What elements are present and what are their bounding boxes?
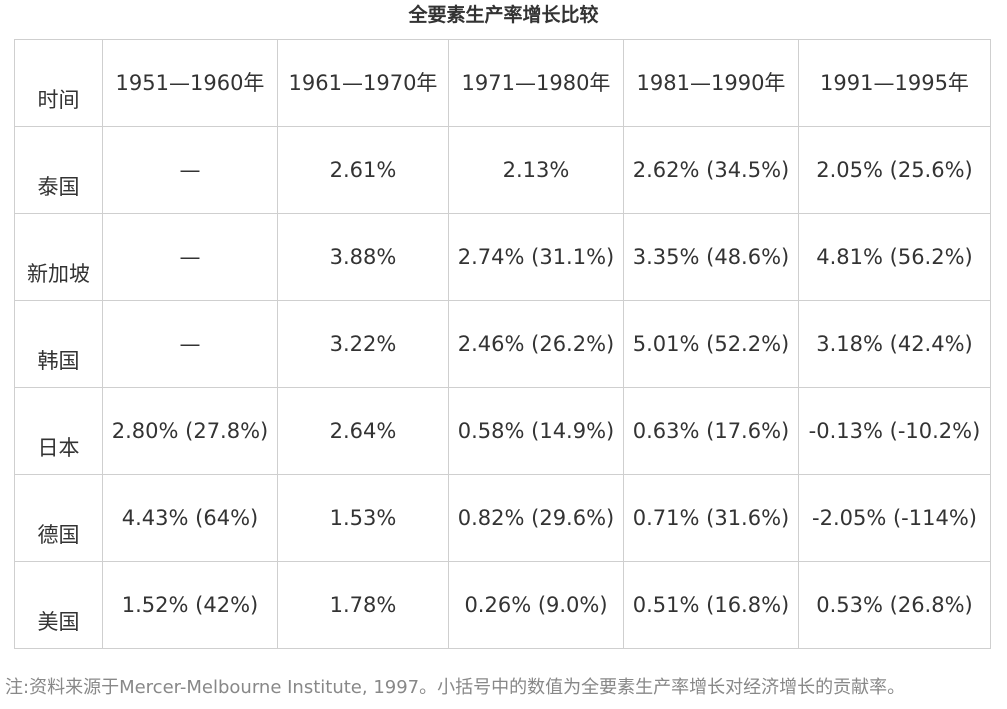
table-cell: 2.62% (34.5%)	[623, 126, 799, 214]
table-cell: 2.80% (27.8%)	[102, 387, 278, 475]
table-title: 全要素生产率增长比较	[408, 4, 599, 26]
tfp-comparison-table: 时间 1951—1960年 1961—1970年 1971—1980年 1981…	[14, 39, 991, 649]
table-cell: 1.52% (42%)	[102, 561, 278, 649]
row-label-header: 时间	[14, 39, 103, 127]
table-cell: 2.74% (31.1%)	[448, 213, 624, 301]
table-cell: 0.51% (16.8%)	[623, 561, 799, 649]
table-cell: 0.63% (17.6%)	[623, 387, 799, 475]
table-cell: 0.26% (9.0%)	[448, 561, 624, 649]
table-cell: —	[102, 213, 278, 301]
table-cell: 3.88%	[277, 213, 449, 301]
table-cell: 2.61%	[277, 126, 449, 214]
table-row: 日本 2.80% (27.8%) 2.64% 0.58% (14.9%) 0.6…	[14, 387, 991, 475]
table-cell: —	[102, 126, 278, 214]
column-header: 1961—1970年	[277, 39, 449, 127]
country-label: 美国	[14, 561, 103, 649]
column-header: 1971—1980年	[448, 39, 624, 127]
table-cell: —	[102, 300, 278, 388]
country-label: 泰国	[14, 126, 103, 214]
table-row: 新加坡 — 3.88% 2.74% (31.1%) 3.35% (48.6%) …	[14, 213, 991, 301]
column-header: 1991—1995年	[798, 39, 991, 127]
table-cell: -2.05% (-114%)	[798, 474, 991, 562]
table-cell: -0.13% (-10.2%)	[798, 387, 991, 475]
column-header: 1981—1990年	[623, 39, 799, 127]
table-row: 韩国 — 3.22% 2.46% (26.2%) 5.01% (52.2%) 3…	[14, 300, 991, 388]
table-cell: 4.43% (64%)	[102, 474, 278, 562]
country-label: 德国	[14, 474, 103, 562]
table-cell: 3.22%	[277, 300, 449, 388]
table-cell: 3.18% (42.4%)	[798, 300, 991, 388]
table-cell: 3.35% (48.6%)	[623, 213, 799, 301]
table-row: 泰国 — 2.61% 2.13% 2.62% (34.5%) 2.05% (25…	[14, 126, 991, 214]
header-row: 时间 1951—1960年 1961—1970年 1971—1980年 1981…	[14, 39, 991, 127]
country-label: 新加坡	[14, 213, 103, 301]
table-cell: 2.05% (25.6%)	[798, 126, 991, 214]
country-label: 日本	[14, 387, 103, 475]
table-cell: 0.53% (26.8%)	[798, 561, 991, 649]
table-cell: 0.82% (29.6%)	[448, 474, 624, 562]
table-cell: 0.58% (14.9%)	[448, 387, 624, 475]
table-cell: 2.46% (26.2%)	[448, 300, 624, 388]
table-row: 美国 1.52% (42%) 1.78% 0.26% (9.0%) 0.51% …	[14, 561, 991, 649]
table-cell: 5.01% (52.2%)	[623, 300, 799, 388]
table-row: 德国 4.43% (64%) 1.53% 0.82% (29.6%) 0.71%…	[14, 474, 991, 562]
table-cell: 4.81% (56.2%)	[798, 213, 991, 301]
source-note: 注:资料来源于Mercer-Melbourne Institute, 1997。…	[5, 677, 906, 698]
country-label: 韩国	[14, 300, 103, 388]
table-cell: 2.13%	[448, 126, 624, 214]
table-cell: 1.78%	[277, 561, 449, 649]
table-cell: 0.71% (31.6%)	[623, 474, 799, 562]
table-cell: 1.53%	[277, 474, 449, 562]
column-header: 1951—1960年	[102, 39, 278, 127]
table-cell: 2.64%	[277, 387, 449, 475]
